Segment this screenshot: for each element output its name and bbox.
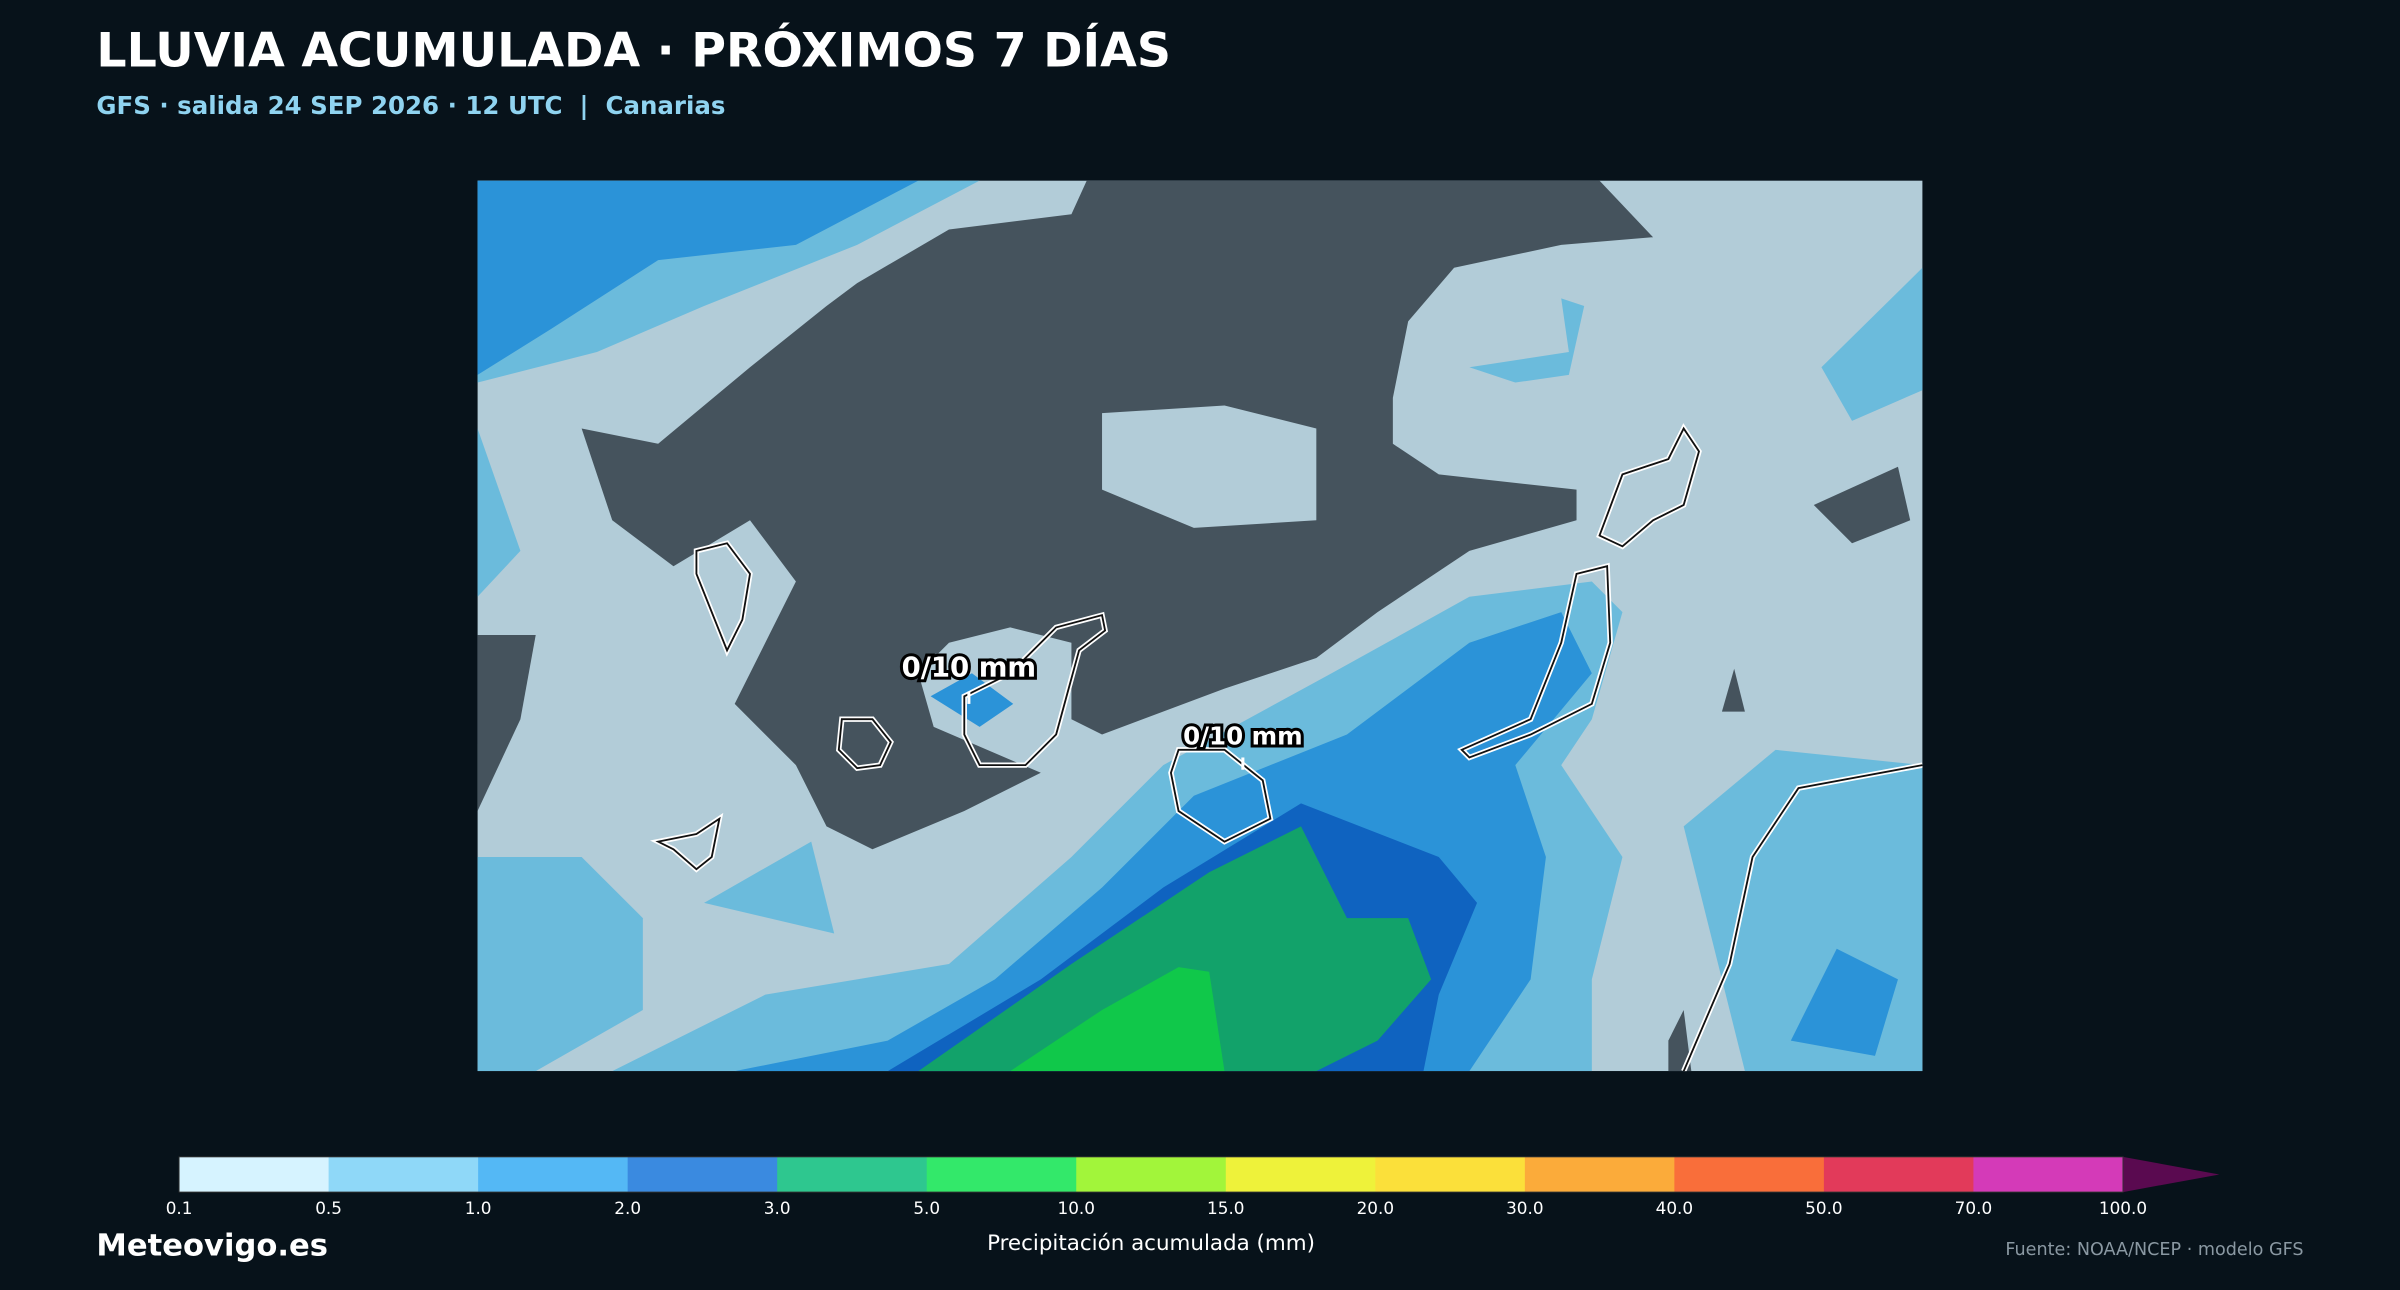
colorbar-tick-label: 100.0	[2099, 1198, 2147, 1218]
colorbar-segment	[1375, 1156, 1526, 1193]
colorbar-segment	[478, 1156, 629, 1193]
map-label: 0/10 mm	[1183, 722, 1303, 751]
colorbar-segment	[1674, 1156, 1825, 1193]
colorbar-segment	[179, 1156, 330, 1193]
colorbar-tick-label: 0.1	[166, 1198, 193, 1218]
colorbar-segment	[328, 1156, 479, 1193]
colorbar-tick-label: 1.0	[465, 1198, 492, 1218]
colorbar-frame	[178, 1156, 2124, 1193]
title: LLUVIA ACUMULADA · PRÓXIMOS 7 DÍAS	[96, 22, 1171, 79]
colorbar-segment	[1973, 1156, 2124, 1193]
colorbar-segment	[1225, 1156, 1377, 1193]
colorbar-tick-label: 3.0	[764, 1198, 791, 1218]
colorbar-segment	[1076, 1156, 1227, 1193]
colorbar-tick-label: 10.0	[1058, 1198, 1095, 1218]
map-label: 0/10 mm	[902, 652, 1037, 684]
colorbar-tick-label: 70.0	[1955, 1198, 1992, 1218]
source: Fuente: NOAA/NCEP · modelo GFS	[2005, 1240, 2303, 1260]
brand: Meteovigo.es	[96, 1229, 328, 1264]
colorbar-segment	[1524, 1156, 1676, 1193]
colorbar-tick-label: 50.0	[1805, 1198, 1842, 1218]
colorbar-tick-label: 20.0	[1357, 1198, 1394, 1218]
colorbar: 0.1 0.5 1.0 2.0 3.0 5.0 10.0 15.0 20.0 30.0 40.0 50…	[166, 1156, 2220, 1218]
colorbar-extend	[2122, 1156, 2220, 1193]
colorbar-label: Precipitación acumulada (mm)	[987, 1231, 1315, 1256]
colorbar-segment	[1823, 1156, 1975, 1193]
colorbar-tick-label: 0.5	[315, 1198, 342, 1218]
subtitle: GFS · salida 24 SEP 2026 · 12 UTC | Cana…	[96, 91, 725, 120]
colorbar-tick-label: 30.0	[1506, 1198, 1543, 1218]
colorbar-tick-label: 15.0	[1207, 1198, 1244, 1218]
colorbar-tick-label: 40.0	[1656, 1198, 1693, 1218]
map: 0/10 mm 0/10 mm	[477, 180, 1923, 1072]
colorbar-segment	[627, 1156, 778, 1193]
colorbar-tick-label: 5.0	[913, 1198, 940, 1218]
colorbar-segment	[926, 1156, 1078, 1193]
colorbar-segment	[777, 1156, 928, 1193]
colorbar-tick-label: 2.0	[614, 1198, 641, 1218]
